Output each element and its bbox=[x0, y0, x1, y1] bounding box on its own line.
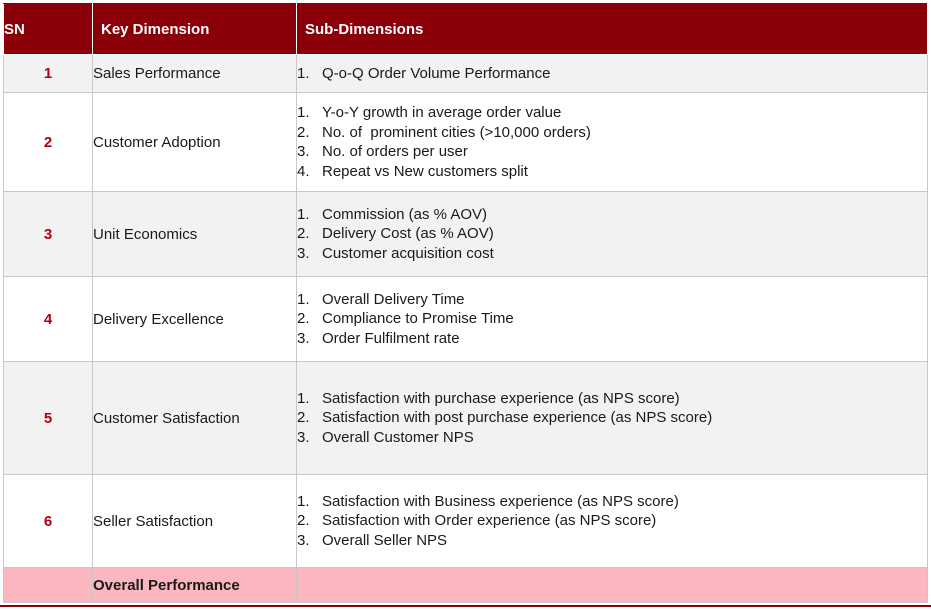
list-item-text: Repeat vs New customers split bbox=[322, 162, 528, 180]
list-item: 3. No. of orders per user bbox=[297, 142, 927, 162]
list-item: 1. Q-o-Q Order Volume Performance bbox=[297, 64, 927, 84]
row-sub-dimensions: 1. Q-o-Q Order Volume Performance bbox=[296, 54, 928, 93]
list-item-text: Satisfaction with Business experience (a… bbox=[322, 492, 679, 510]
list-item-number: 1. bbox=[297, 492, 310, 510]
list-item-number: 2. bbox=[297, 123, 310, 141]
list-item-number: 3. bbox=[297, 329, 310, 347]
list-item: 3. Order Fulfilment rate bbox=[297, 329, 927, 349]
list-item-number: 1. bbox=[297, 104, 310, 121]
row-sn: 2 bbox=[3, 92, 93, 192]
sub-dimension-list: 1. Satisfaction with purchase experience … bbox=[297, 389, 927, 448]
row-sub-dimensions: 1. Commission (as % AOV) 2. Delivery Cost (… bbox=[296, 191, 928, 277]
list-item-number: 3. bbox=[297, 531, 310, 549]
list-item-number: 2. bbox=[297, 310, 310, 328]
table-row: 6 Seller Satisfaction 1. Satisfaction with … bbox=[3, 474, 928, 568]
list-item-number: 3. bbox=[297, 428, 310, 446]
list-item: 3. Overall Seller NPS bbox=[297, 531, 927, 551]
header-key-dimension: Key Dimension bbox=[92, 3, 297, 55]
list-item-text: Q-o-Q Order Volume Performance bbox=[322, 64, 551, 82]
header-sn: SN bbox=[3, 3, 93, 55]
row-key-dimension: Seller Satisfaction bbox=[92, 474, 297, 568]
list-item-number: 3. bbox=[297, 143, 310, 160]
list-item: 1. Satisfaction with Business experience … bbox=[297, 492, 927, 512]
list-item-text: Customer acquisition cost bbox=[322, 244, 494, 262]
list-item: 2. Compliance to Promise Time bbox=[297, 309, 927, 329]
list-item-number: 1. bbox=[297, 389, 310, 407]
list-item-number: 1. bbox=[297, 290, 310, 308]
sub-dimension-list: 1. Q-o-Q Order Volume Performance bbox=[297, 64, 927, 84]
dimensions-table: SN Key Dimension Sub-Dimensions 1 Sales P… bbox=[3, 3, 928, 603]
list-item: 4. Repeat vs New customers split bbox=[297, 162, 927, 182]
list-item-text: Y-o-Y growth in average order value bbox=[322, 104, 562, 121]
list-item-number: 4. bbox=[297, 162, 310, 180]
list-item-number: 1. bbox=[297, 64, 310, 82]
row-sn: 4 bbox=[3, 276, 93, 362]
sub-dimension-list: 1. Overall Delivery Time 2. Compliance to P… bbox=[297, 290, 927, 349]
sub-dimension-list: 1. Y-o-Y growth in average order value 2. N… bbox=[297, 103, 927, 181]
list-item: 1. Commission (as % AOV) bbox=[297, 205, 927, 225]
list-item-number: 2. bbox=[297, 409, 310, 427]
table-body: 1 Sales Performance 1. Q-o-Q Order Volume P… bbox=[3, 54, 928, 568]
list-item: 1. Y-o-Y growth in average order value bbox=[297, 103, 927, 123]
row-sub-dimensions: 1. Overall Delivery Time 2. Compliance to P… bbox=[296, 276, 928, 362]
row-key-dimension: Unit Economics bbox=[92, 191, 297, 277]
row-sub-dimensions: 1. Satisfaction with purchase experience … bbox=[296, 361, 928, 475]
list-item: 2. Satisfaction with post purchase experi… bbox=[297, 408, 927, 428]
list-item: 2. No. of prominent cities (>10,000 order… bbox=[297, 123, 927, 143]
table-row: 2 Customer Adoption 1. Y-o-Y growth in aver… bbox=[3, 92, 928, 192]
sub-dimension-list: 1. Commission (as % AOV) 2. Delivery Cost (… bbox=[297, 205, 927, 264]
list-item-text: No. of orders per user bbox=[322, 143, 468, 160]
list-item-text: Overall Delivery Time bbox=[322, 290, 465, 308]
sub-dimension-list: 1. Satisfaction with Business experience … bbox=[297, 492, 927, 551]
list-item-text: No. of prominent cities (>10,000 orders) bbox=[322, 123, 591, 141]
row-sn: 3 bbox=[3, 191, 93, 277]
list-item: 2. Satisfaction with Order experience (as… bbox=[297, 511, 927, 531]
list-item-text: Satisfaction with purchase experience (a… bbox=[322, 389, 680, 407]
list-item-number: 3. bbox=[297, 244, 310, 262]
list-item-text: Commission (as % AOV) bbox=[322, 205, 488, 223]
list-item: 3. Overall Customer NPS bbox=[297, 428, 927, 448]
header-key-dimension-label: Key Dimension bbox=[101, 20, 210, 38]
overall-sub-cell bbox=[296, 567, 928, 603]
list-item-number: 2. bbox=[297, 512, 310, 530]
table-row: 1 Sales Performance 1. Q-o-Q Order Volume P… bbox=[3, 54, 928, 93]
list-item-text: Order Fulfilment rate bbox=[322, 329, 460, 347]
list-item-text: Satisfaction with post purchase experien… bbox=[322, 409, 713, 427]
row-key-dimension: Delivery Excellence bbox=[92, 276, 297, 362]
row-key-dimension: Sales Performance bbox=[92, 54, 297, 93]
list-item-text: Delivery Cost (as % AOV) bbox=[322, 225, 494, 243]
list-item-number: 2. bbox=[297, 225, 310, 243]
row-key-dimension: Customer Satisfaction bbox=[92, 361, 297, 475]
list-item: 3. Customer acquisition cost bbox=[297, 244, 927, 264]
row-sn: 6 bbox=[3, 474, 93, 568]
list-item-number: 1. bbox=[297, 205, 310, 223]
header-sub-dimensions: Sub-Dimensions bbox=[296, 3, 928, 55]
table-row: 3 Unit Economics 1. Commission (as % AOV) 2.… bbox=[3, 191, 928, 277]
bottom-rule bbox=[0, 605, 931, 607]
list-item-text: Overall Seller NPS bbox=[322, 531, 448, 549]
row-sub-dimensions: 1. Satisfaction with Business experience … bbox=[296, 474, 928, 568]
row-sn: 5 bbox=[3, 361, 93, 475]
list-item-text: Overall Customer NPS bbox=[322, 428, 474, 446]
table-row: 4 Delivery Excellence 1. Overall Delivery T… bbox=[3, 276, 928, 362]
table-row: 5 Customer Satisfaction 1. Satisfaction wit… bbox=[3, 361, 928, 475]
header-sub-dimensions-label: Sub-Dimensions bbox=[305, 20, 424, 38]
list-item: 2. Delivery Cost (as % AOV) bbox=[297, 224, 927, 244]
list-item: 1. Overall Delivery Time bbox=[297, 290, 927, 310]
overall-performance-row: Overall Performance bbox=[3, 567, 928, 603]
row-sn: 1 bbox=[3, 54, 93, 93]
table-header-row: SN Key Dimension Sub-Dimensions bbox=[3, 3, 928, 55]
list-item-text: Compliance to Promise Time bbox=[322, 310, 514, 328]
overall-performance-label: Overall Performance bbox=[92, 567, 297, 603]
overall-sn-cell bbox=[3, 567, 93, 603]
list-item: 1. Satisfaction with purchase experience … bbox=[297, 389, 927, 409]
row-key-dimension: Customer Adoption bbox=[92, 92, 297, 192]
row-sub-dimensions: 1. Y-o-Y growth in average order value 2. N… bbox=[296, 92, 928, 192]
list-item-text: Satisfaction with Order experience (as N… bbox=[322, 512, 657, 530]
